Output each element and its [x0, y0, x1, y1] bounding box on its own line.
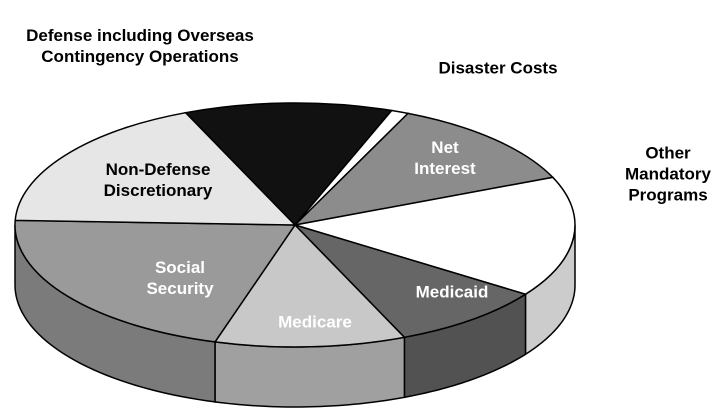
slice-label: Net Interest: [414, 138, 476, 178]
pie-slice: [292, 112, 555, 227]
slice-label: Medicare: [278, 312, 352, 332]
slice-label: Social Security: [146, 258, 214, 298]
slice-label: Non-Defense Discretionary: [103, 160, 213, 200]
pie-slice: [292, 223, 528, 339]
slice-label: Defense including Overseas Contingency O…: [26, 26, 254, 66]
pie-slice: [294, 176, 576, 296]
pie-slice: [14, 219, 297, 343]
slice-label: Disaster Costs: [438, 58, 558, 78]
pie-slice: [14, 111, 297, 226]
slice-label: Medicaid: [415, 282, 489, 302]
slice-label: Other Mandatory Programs: [625, 143, 711, 205]
pie-slice: [213, 223, 406, 348]
pie-slice: [184, 102, 394, 227]
